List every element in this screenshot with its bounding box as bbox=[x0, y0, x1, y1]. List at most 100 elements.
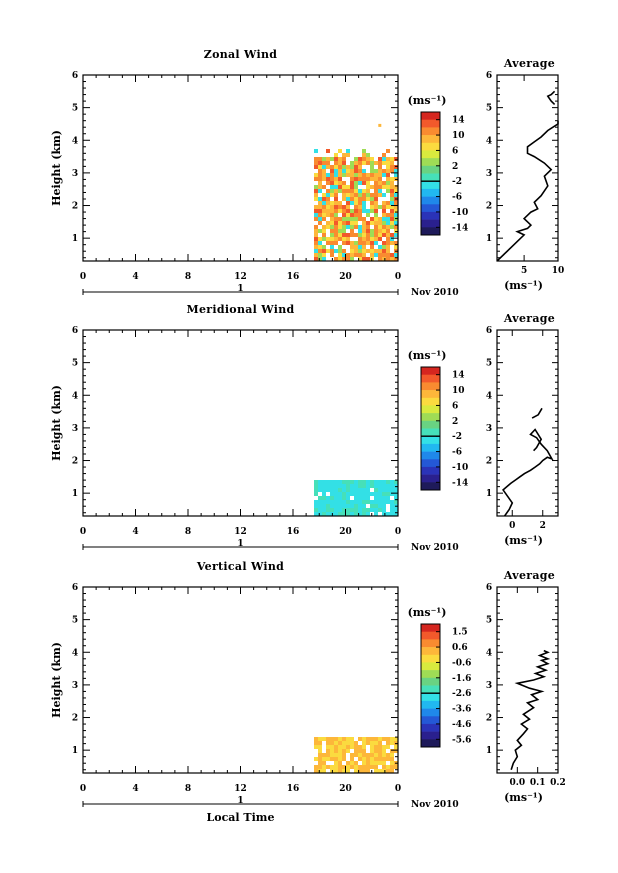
heatmap-cell bbox=[314, 229, 318, 233]
heatmap-cell bbox=[338, 488, 342, 492]
colorbar-swatch bbox=[421, 196, 440, 205]
heatmap-cell bbox=[314, 741, 318, 745]
y-tick-label: 3 bbox=[72, 424, 78, 434]
heatmap-cell bbox=[346, 512, 350, 516]
x-tick-label: 16 bbox=[287, 527, 300, 537]
heatmap-cell bbox=[366, 177, 370, 181]
heatmap-cell bbox=[322, 229, 326, 233]
heatmap-cell bbox=[346, 185, 350, 189]
heatmap-cell bbox=[314, 745, 318, 749]
heatmap-cell bbox=[314, 149, 318, 153]
heatmap-cell bbox=[382, 157, 386, 161]
heatmap-cell bbox=[378, 753, 382, 757]
heatmap-cell bbox=[326, 241, 330, 245]
heatmap-cell bbox=[322, 205, 326, 209]
heatmap-cell bbox=[314, 241, 318, 245]
heatmap-cell bbox=[362, 177, 366, 181]
heatmap-cell bbox=[358, 765, 362, 769]
heatmap-cell bbox=[358, 217, 362, 221]
heatmap-cell bbox=[338, 229, 342, 233]
heatmap-cell bbox=[354, 209, 358, 213]
x-tick-label: 0 bbox=[395, 272, 401, 282]
heatmap-cell bbox=[370, 753, 374, 757]
heatmap-cell bbox=[346, 197, 350, 201]
heatmap-cell bbox=[346, 257, 350, 261]
heatmap-cell bbox=[330, 749, 334, 753]
heatmap-cell bbox=[326, 161, 330, 165]
profile-x-label: (ms⁻¹) bbox=[504, 534, 543, 547]
heatmap-cell bbox=[366, 492, 370, 496]
heatmap-cell bbox=[334, 749, 338, 753]
heatmap-cell bbox=[334, 241, 338, 245]
colorbar-swatch bbox=[421, 165, 440, 174]
heatmap-cell bbox=[378, 245, 382, 249]
heatmap-cell bbox=[314, 177, 318, 181]
heatmap-cell bbox=[390, 512, 394, 516]
heatmap-cell bbox=[378, 500, 382, 504]
heatmap-cell bbox=[394, 233, 398, 237]
profile-line bbox=[502, 428, 554, 517]
heatmap-cell bbox=[374, 500, 378, 504]
heatmap-cell bbox=[390, 253, 394, 257]
heatmap-cell bbox=[382, 181, 386, 185]
y-tick-label: 2 bbox=[72, 457, 78, 467]
colorbar-label: 2 bbox=[452, 162, 458, 172]
heatmap-cell bbox=[378, 749, 382, 753]
heatmap-cell bbox=[346, 213, 350, 217]
heatmap-cell bbox=[386, 512, 390, 516]
heatmap-cell bbox=[386, 185, 390, 189]
heatmap-cell bbox=[322, 496, 326, 500]
heatmap-cell bbox=[330, 229, 334, 233]
heatmap-cell bbox=[390, 189, 394, 193]
heatmap-cell bbox=[394, 749, 398, 753]
heatmap-cell bbox=[354, 741, 358, 745]
heatmap-cell bbox=[378, 737, 382, 741]
heatmap-cell bbox=[334, 177, 338, 181]
heatmap-cell bbox=[362, 488, 366, 492]
heatmap-cell bbox=[390, 169, 394, 173]
heatmap-cell bbox=[346, 504, 350, 508]
heatmap-cell bbox=[326, 749, 330, 753]
heatmap-cell bbox=[334, 229, 338, 233]
y-tick-label: 4 bbox=[72, 648, 78, 658]
heatmap-cell bbox=[362, 169, 366, 173]
heatmap-cell bbox=[338, 165, 342, 169]
heatmap-cell bbox=[358, 225, 362, 229]
x-tick-label: 4 bbox=[132, 784, 138, 794]
heatmap-cell bbox=[362, 480, 366, 484]
heatmap-cell bbox=[378, 161, 382, 165]
heatmap-cell bbox=[338, 225, 342, 229]
heatmap-cell bbox=[394, 185, 398, 189]
heatmap-cell bbox=[330, 508, 334, 512]
colorbar-label: 10 bbox=[452, 131, 465, 141]
x-tick-label: 8 bbox=[185, 272, 191, 282]
heatmap-cell bbox=[330, 209, 334, 213]
heatmap-cell bbox=[354, 512, 358, 516]
heatmap-cell bbox=[330, 480, 334, 484]
x-tick-label: 20 bbox=[339, 784, 352, 794]
profile-title: Average bbox=[503, 312, 555, 325]
heatmap-cell bbox=[338, 149, 342, 153]
heatmap-cell bbox=[358, 749, 362, 753]
heatmap-cell bbox=[390, 749, 394, 753]
heatmap-cell bbox=[366, 741, 370, 745]
heatmap-cell bbox=[358, 237, 362, 241]
heatmap-cell bbox=[374, 161, 378, 165]
heatmap-cell bbox=[334, 217, 338, 221]
heatmap-cell bbox=[386, 181, 390, 185]
heatmap-cell bbox=[342, 185, 346, 189]
heatmap-cell bbox=[322, 237, 326, 241]
heatmap-cell bbox=[318, 169, 322, 173]
x-tick-label: 8 bbox=[185, 784, 191, 794]
heatmap-cell bbox=[326, 157, 330, 161]
heatmap-cell bbox=[326, 488, 330, 492]
heatmap-cell bbox=[334, 504, 338, 508]
panel-title: Meridional Wind bbox=[186, 303, 294, 316]
heatmap-cell bbox=[374, 229, 378, 233]
heatmap-cell bbox=[330, 496, 334, 500]
profile-y-tick-label: 2 bbox=[486, 714, 492, 724]
heatmap-cell bbox=[358, 496, 362, 500]
heatmap-cell bbox=[354, 197, 358, 201]
heatmap-cell bbox=[322, 480, 326, 484]
heatmap-cell bbox=[370, 765, 374, 769]
